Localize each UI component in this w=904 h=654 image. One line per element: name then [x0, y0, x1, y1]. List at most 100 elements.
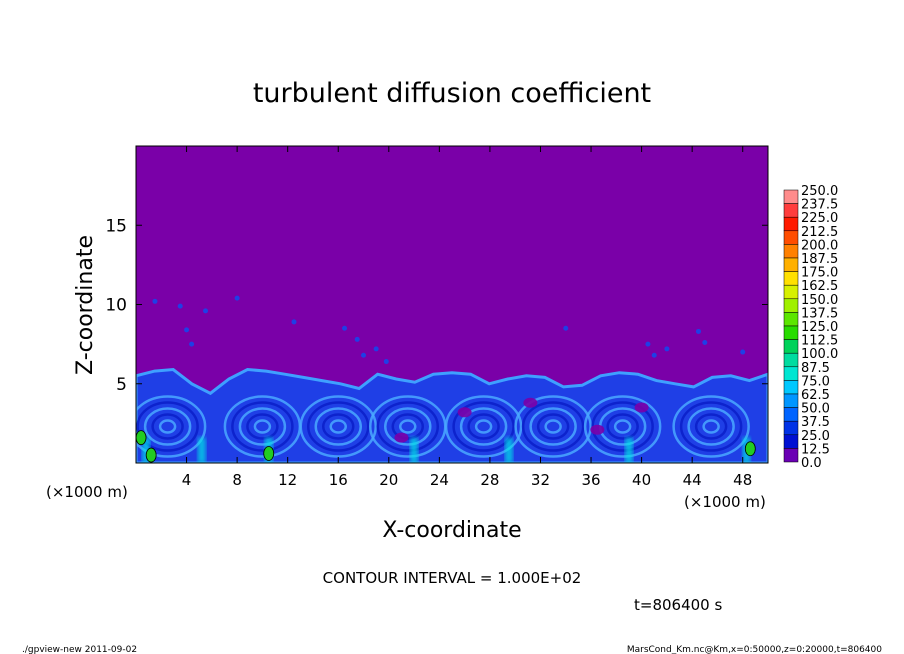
colorbar-label: 250.0: [801, 184, 838, 199]
eddy-ring: [474, 419, 493, 434]
x-tick-label: 4: [182, 471, 192, 489]
eddy-ring: [321, 413, 355, 440]
colorbar-swatch: [783, 366, 799, 381]
x-tick-label: 44: [683, 471, 702, 489]
y-axis-label: Z-coordinate: [73, 235, 98, 375]
eddy-ring: [444, 395, 523, 458]
eddy-ring: [314, 407, 362, 446]
colorbar-swatch: [783, 407, 799, 422]
colorbar-label: 125.0: [801, 320, 838, 335]
diffusion-field: [136, 295, 768, 463]
turbulent-blob: [651, 352, 657, 358]
colorbar-swatch: [783, 339, 799, 354]
colorbar-label: 50.0: [801, 402, 830, 417]
cyan-streak: [142, 437, 151, 463]
eddy-ring: [514, 395, 592, 458]
turbulent-blob: [664, 346, 670, 352]
colorbar-label: 0.0: [801, 456, 822, 471]
y-tick-label: 15: [105, 216, 127, 236]
colorbar-label: 37.5: [801, 415, 830, 430]
colorbar-label: 187.5: [801, 252, 838, 267]
eddy-ring: [329, 419, 347, 434]
turbulent-blob: [234, 295, 240, 301]
colorbar-label: 75.0: [801, 374, 830, 389]
eddy-ring: [467, 413, 500, 440]
colorbar-label: 12.5: [801, 442, 830, 457]
high-value-patch: [145, 447, 157, 463]
colorbar-swatch: [783, 244, 799, 259]
x-tick-label: 28: [480, 471, 499, 489]
x-tick-label: 12: [278, 471, 297, 489]
colorbar-label: 162.5: [801, 279, 838, 294]
cyan-streak: [197, 437, 206, 463]
colorbar-swatch: [783, 434, 799, 449]
x-tick-label: 48: [733, 471, 752, 489]
turbulent-blob: [152, 298, 158, 304]
turbulent-blob: [342, 325, 348, 331]
eddy-ring: [136, 395, 207, 458]
calm-pocket: [634, 402, 649, 413]
x-unit-right: (×1000 m): [684, 493, 766, 511]
colorbar-swatch: [783, 393, 799, 408]
colorbar-swatch: [783, 312, 799, 327]
colorbar-swatch: [783, 420, 799, 436]
turbulent-blob: [361, 352, 367, 358]
x-unit-left: (×1000 m): [46, 483, 128, 501]
eddy-ring: [306, 401, 370, 452]
colorbar-swatch: [783, 230, 799, 245]
eddy-ring: [544, 419, 562, 434]
colorbar-label: 112.5: [801, 334, 838, 349]
eddy-ring: [687, 407, 735, 446]
time-stamp-text: t=806400 s: [634, 596, 722, 614]
colorbar-swatch: [783, 448, 799, 463]
colorbar-label: 62.5: [801, 388, 830, 403]
footer-right: MarsCond_Km.nc@Km,x=0:50000,z=0:20000,t=…: [627, 645, 882, 654]
colorbar-swatch: [783, 284, 799, 300]
turbulent-blob: [702, 340, 708, 346]
colorbar-swatch: [783, 380, 799, 395]
high-value-patch: [136, 430, 147, 446]
x-tick-label: 36: [581, 471, 600, 489]
eddy-ring: [143, 407, 192, 446]
colorbar-swatch: [783, 352, 799, 368]
turbulent-blob: [373, 346, 379, 352]
calm-pocket: [457, 407, 472, 418]
turbulent-blob: [354, 336, 360, 342]
cyan-streak: [504, 437, 513, 463]
colorbar-label: 100.0: [801, 347, 838, 362]
eddy-ring: [246, 413, 279, 440]
eddy-ring: [521, 401, 585, 452]
turbulent-blob: [291, 319, 297, 325]
eddy-ring: [672, 395, 750, 458]
turbulent-layer: [136, 369, 768, 463]
eddy-ring: [694, 413, 728, 440]
colorbar-label: 200.0: [801, 238, 838, 253]
high-value-patch: [263, 446, 275, 461]
eddy-ring: [606, 413, 639, 440]
turbulent-blob: [189, 341, 195, 347]
eddy-ring: [702, 419, 720, 434]
eddy-ring: [151, 413, 184, 440]
colorbar-swatch: [783, 257, 799, 272]
plot-area: [135, 145, 769, 464]
colorbar-label: 137.5: [801, 306, 838, 321]
y-tick-label: 5: [116, 375, 127, 395]
eddy: [672, 395, 750, 458]
eddy-ring: [459, 407, 508, 446]
eddy-ring: [583, 395, 662, 458]
colorbar-swatch: [783, 271, 799, 286]
eddy-ring: [136, 401, 199, 452]
eddy-ring: [399, 419, 417, 434]
colorbar-label: 212.5: [801, 225, 838, 240]
colorbar-label: 175.0: [801, 266, 838, 281]
eddy-ring: [376, 401, 440, 452]
turbulent-layer-edge: [136, 367, 768, 463]
eddy: [444, 395, 523, 458]
turbulent-blob: [645, 341, 651, 347]
eddy-ring: [529, 407, 577, 446]
high-value-patch: [744, 441, 756, 457]
colorbar-label: 225.0: [801, 211, 838, 226]
turbulent-blob: [383, 359, 389, 365]
colorbar-label: 237.5: [801, 198, 838, 213]
eddy-ring: [384, 407, 432, 446]
